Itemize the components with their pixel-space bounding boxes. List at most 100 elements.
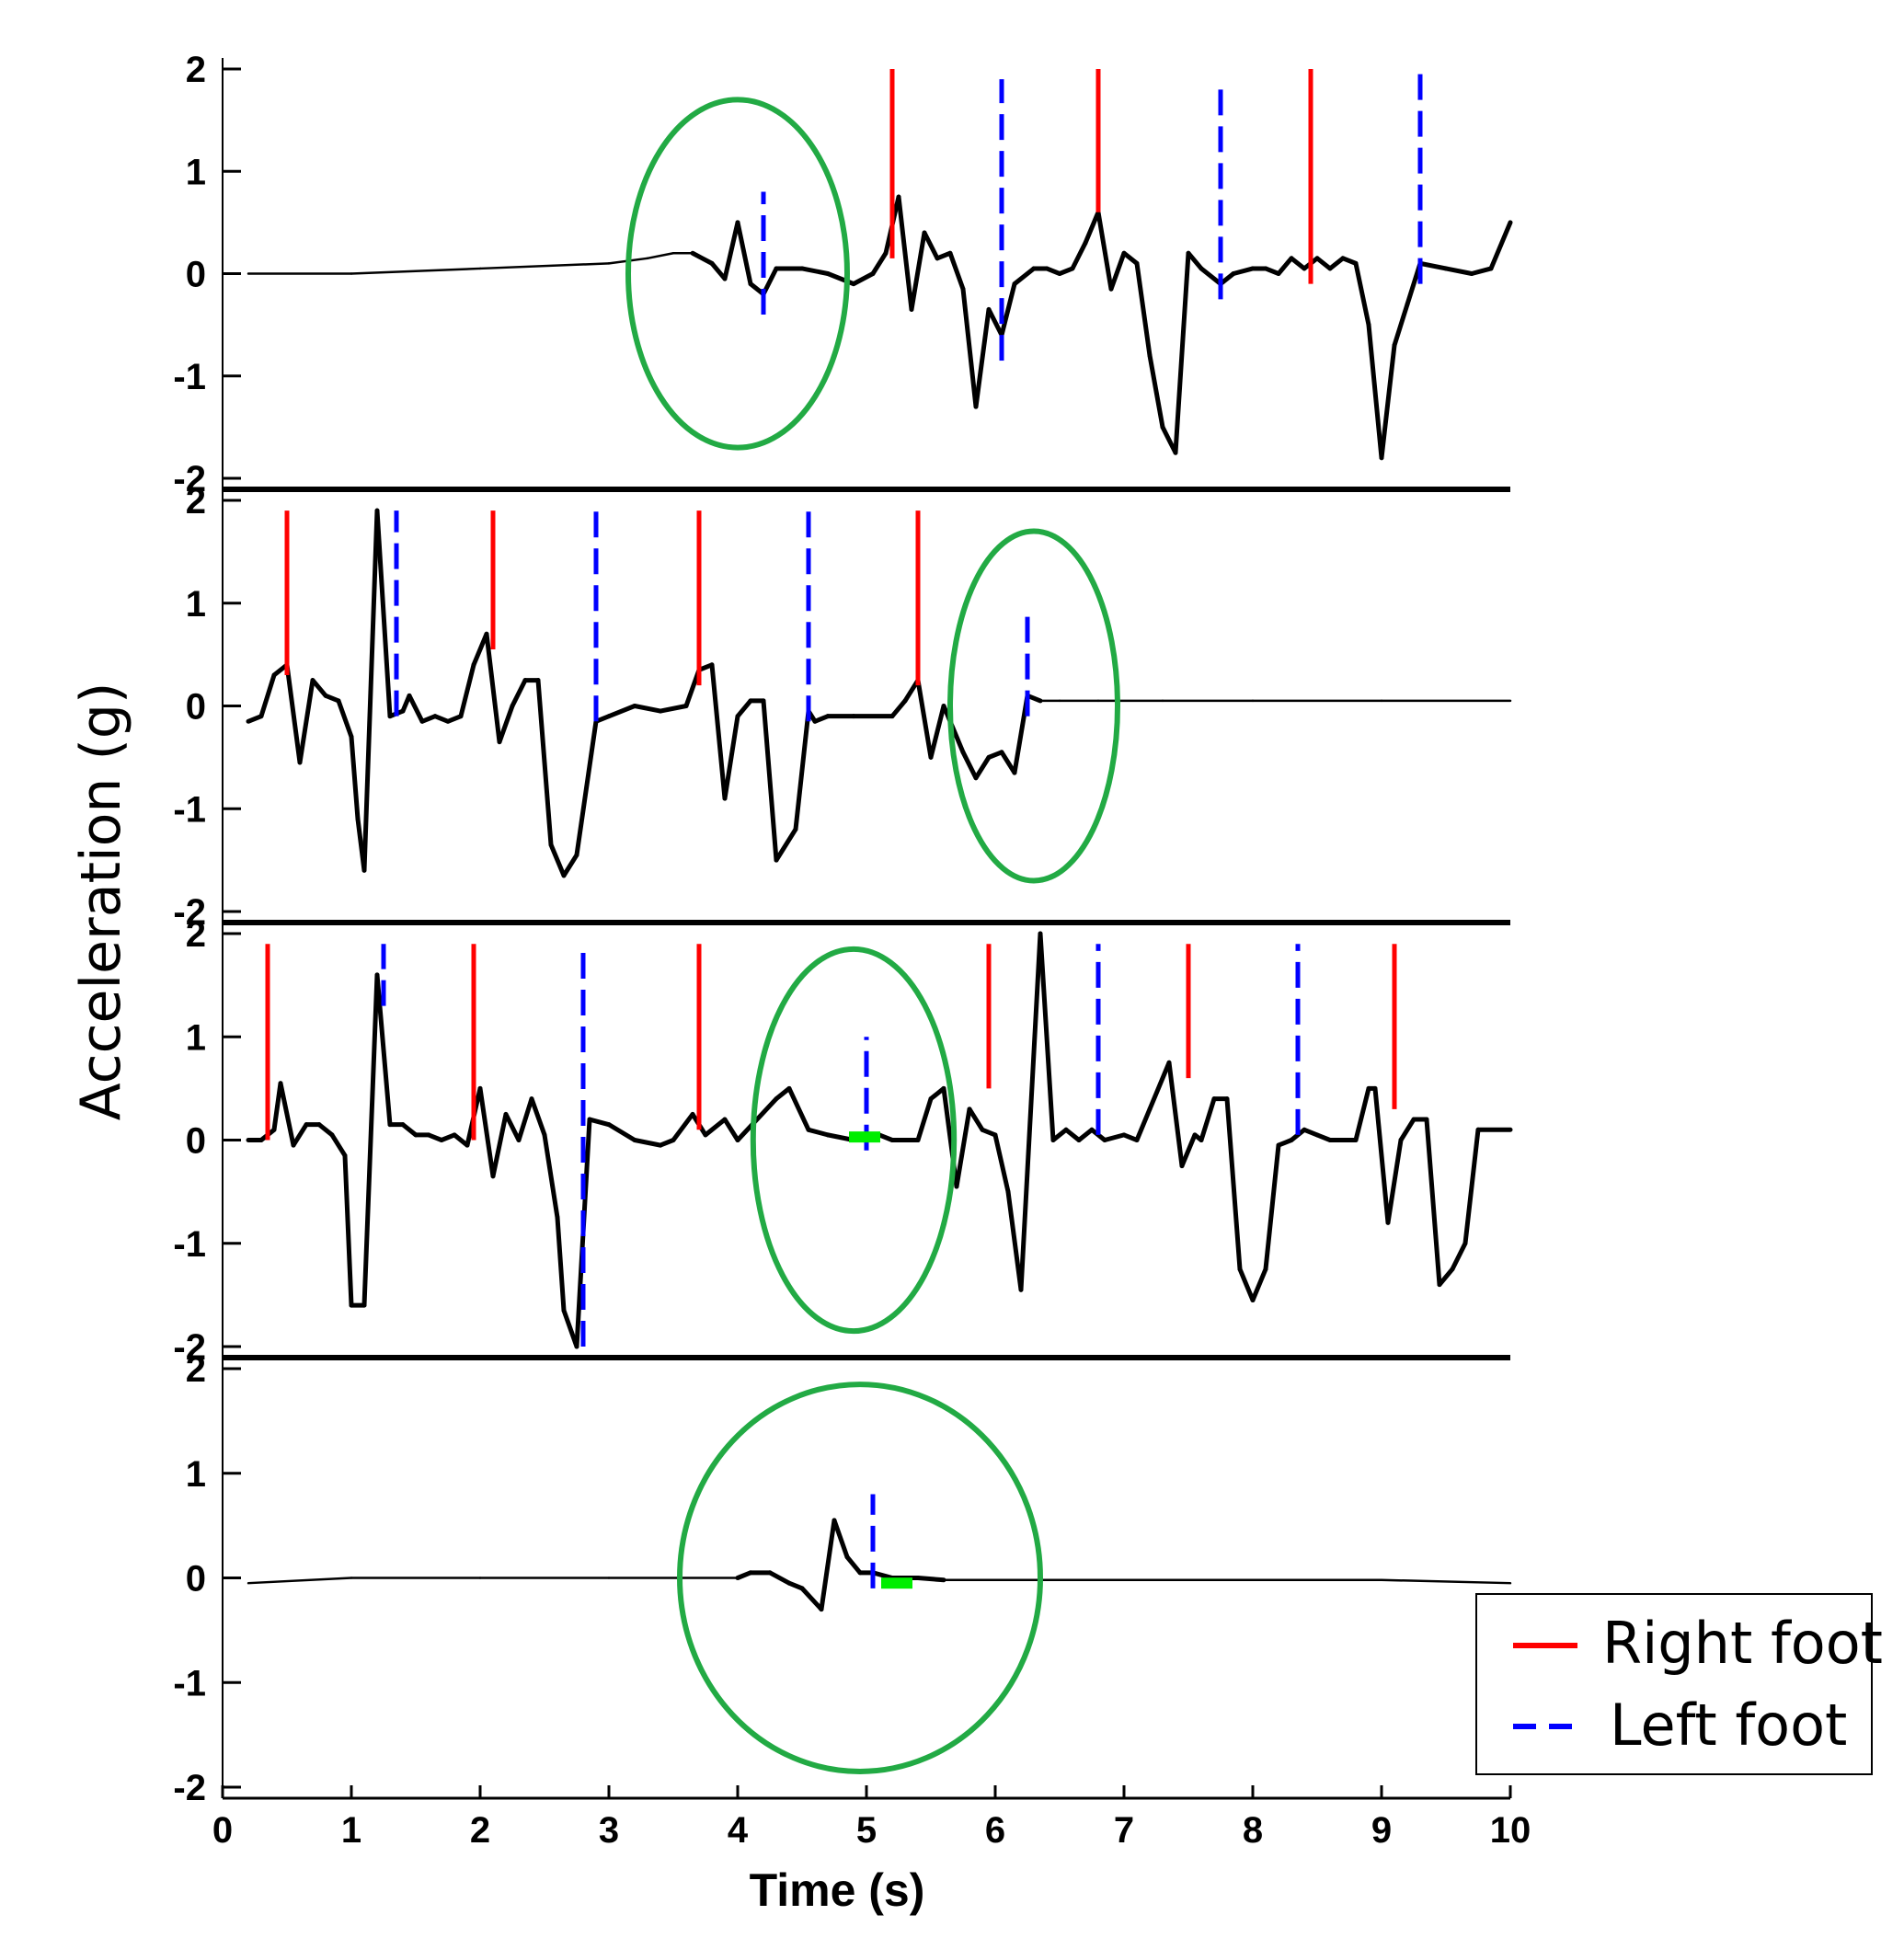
signal-segment	[1353, 1085, 1371, 1142]
signal-segment	[761, 698, 779, 863]
event-marker	[881, 1577, 912, 1589]
signal-segment	[271, 1081, 283, 1132]
signal-segment	[709, 662, 728, 801]
signal-segment	[606, 704, 637, 719]
signal-segment	[1199, 1096, 1217, 1142]
signal-segment	[477, 1085, 496, 1179]
y-tick-label: 2	[186, 1349, 206, 1390]
signal-segment	[258, 672, 277, 719]
signal-segment	[336, 698, 354, 740]
signal-segment	[1134, 1107, 1153, 1142]
signal-segment	[1199, 266, 1223, 287]
signal-segment	[1147, 1060, 1172, 1112]
legend-right-foot-label: Right foot	[1602, 1610, 1883, 1677]
signal-segment	[497, 704, 515, 745]
signal-segment	[516, 1096, 534, 1142]
signal-segment	[1366, 322, 1384, 461]
signal-segment	[1469, 266, 1494, 276]
signal-segment	[915, 1576, 946, 1583]
signal-segment	[1083, 210, 1101, 246]
signal-segment	[1263, 1142, 1281, 1272]
signal-segment	[1417, 260, 1449, 271]
signal-segment	[471, 631, 489, 668]
y-tick-label: -1	[173, 1663, 206, 1703]
signal-segment	[361, 508, 380, 873]
signal-segment	[1050, 1127, 1069, 1142]
signal-segment	[774, 827, 798, 863]
signal-segment	[458, 662, 476, 719]
signal-segment	[690, 250, 715, 266]
signal-segment	[819, 1518, 837, 1612]
signal-segment	[247, 1577, 353, 1585]
signal-segment	[1160, 424, 1178, 455]
signal-segment	[1018, 931, 1043, 1292]
signal-segment	[1379, 342, 1397, 461]
signal-segment	[896, 194, 914, 312]
signal-segment	[535, 678, 554, 847]
signal-segment	[1302, 1127, 1320, 1138]
y-tick-label: -2	[173, 1327, 206, 1368]
signal-segment	[973, 754, 992, 781]
signal-segment	[1276, 1138, 1294, 1148]
signal-segment	[1108, 250, 1127, 292]
highlight-ellipse	[750, 946, 958, 1335]
signal-segment	[799, 1586, 824, 1612]
signal-segment	[349, 734, 361, 821]
x-tick-label: 4	[728, 1810, 749, 1851]
x-axis-label: Time (s)	[750, 1864, 925, 1916]
signal-segment	[735, 220, 753, 287]
signal-segment	[973, 306, 992, 409]
signal-segment	[1134, 260, 1153, 358]
signal-segment	[786, 1580, 805, 1591]
y-tick-label: 0	[186, 687, 206, 728]
signal-segment	[1263, 266, 1281, 276]
signal-segment	[1289, 256, 1307, 271]
signal-segment	[1437, 1267, 1455, 1288]
signal-segment	[452, 1132, 470, 1148]
signal-segment	[960, 750, 979, 781]
signal-segment	[374, 508, 393, 719]
signal-segment	[419, 714, 438, 724]
signal-segment	[291, 1122, 309, 1148]
signal-segment	[1044, 266, 1062, 276]
y-tick-label: 1	[186, 1454, 206, 1495]
signal-segment	[722, 1117, 740, 1142]
legend-left-foot-label: Left foot	[1610, 1691, 1847, 1759]
signal-segment	[310, 678, 328, 698]
signal-segment	[1443, 266, 1474, 276]
signal-segment	[323, 693, 341, 704]
highlight-ellipse	[677, 1382, 1043, 1774]
signal-segment	[400, 1122, 419, 1138]
signal-segment	[432, 714, 451, 724]
signal-segment	[587, 1117, 612, 1128]
signal-segment	[935, 250, 953, 261]
signal-segment	[329, 1132, 348, 1158]
signal-segment	[542, 1132, 560, 1221]
signal-segment	[986, 306, 1004, 338]
panel-1: 2 1 0 -1 -2	[173, 50, 1513, 499]
signal-segment	[646, 252, 675, 260]
signal-segment	[342, 1152, 354, 1308]
signal-segment	[1095, 210, 1114, 292]
signal-segment	[1102, 1132, 1127, 1142]
signal-segment	[1340, 256, 1359, 266]
signal-segment	[658, 704, 689, 714]
signal-segment	[889, 698, 908, 719]
signal-segment	[297, 678, 315, 765]
signal-segment	[439, 1132, 457, 1142]
highlight-ellipse	[947, 528, 1120, 884]
x-tick-label: 10	[1490, 1810, 1531, 1851]
x-tick-label: 8	[1243, 1810, 1263, 1851]
y-tick-label: -2	[173, 1768, 206, 1808]
y-tick-label: 0	[186, 255, 206, 295]
signal-segment	[1038, 931, 1056, 1142]
signal-segment	[967, 1107, 985, 1132]
signal-segment	[793, 708, 811, 832]
signal-segment	[786, 1085, 811, 1132]
signal-segment	[947, 250, 966, 292]
x-tick-label: 5	[856, 1810, 877, 1851]
signal-segment	[1063, 1127, 1082, 1142]
signal-segment	[284, 662, 303, 765]
y-tick-label: 2	[186, 481, 206, 522]
signal-segment	[574, 718, 599, 858]
